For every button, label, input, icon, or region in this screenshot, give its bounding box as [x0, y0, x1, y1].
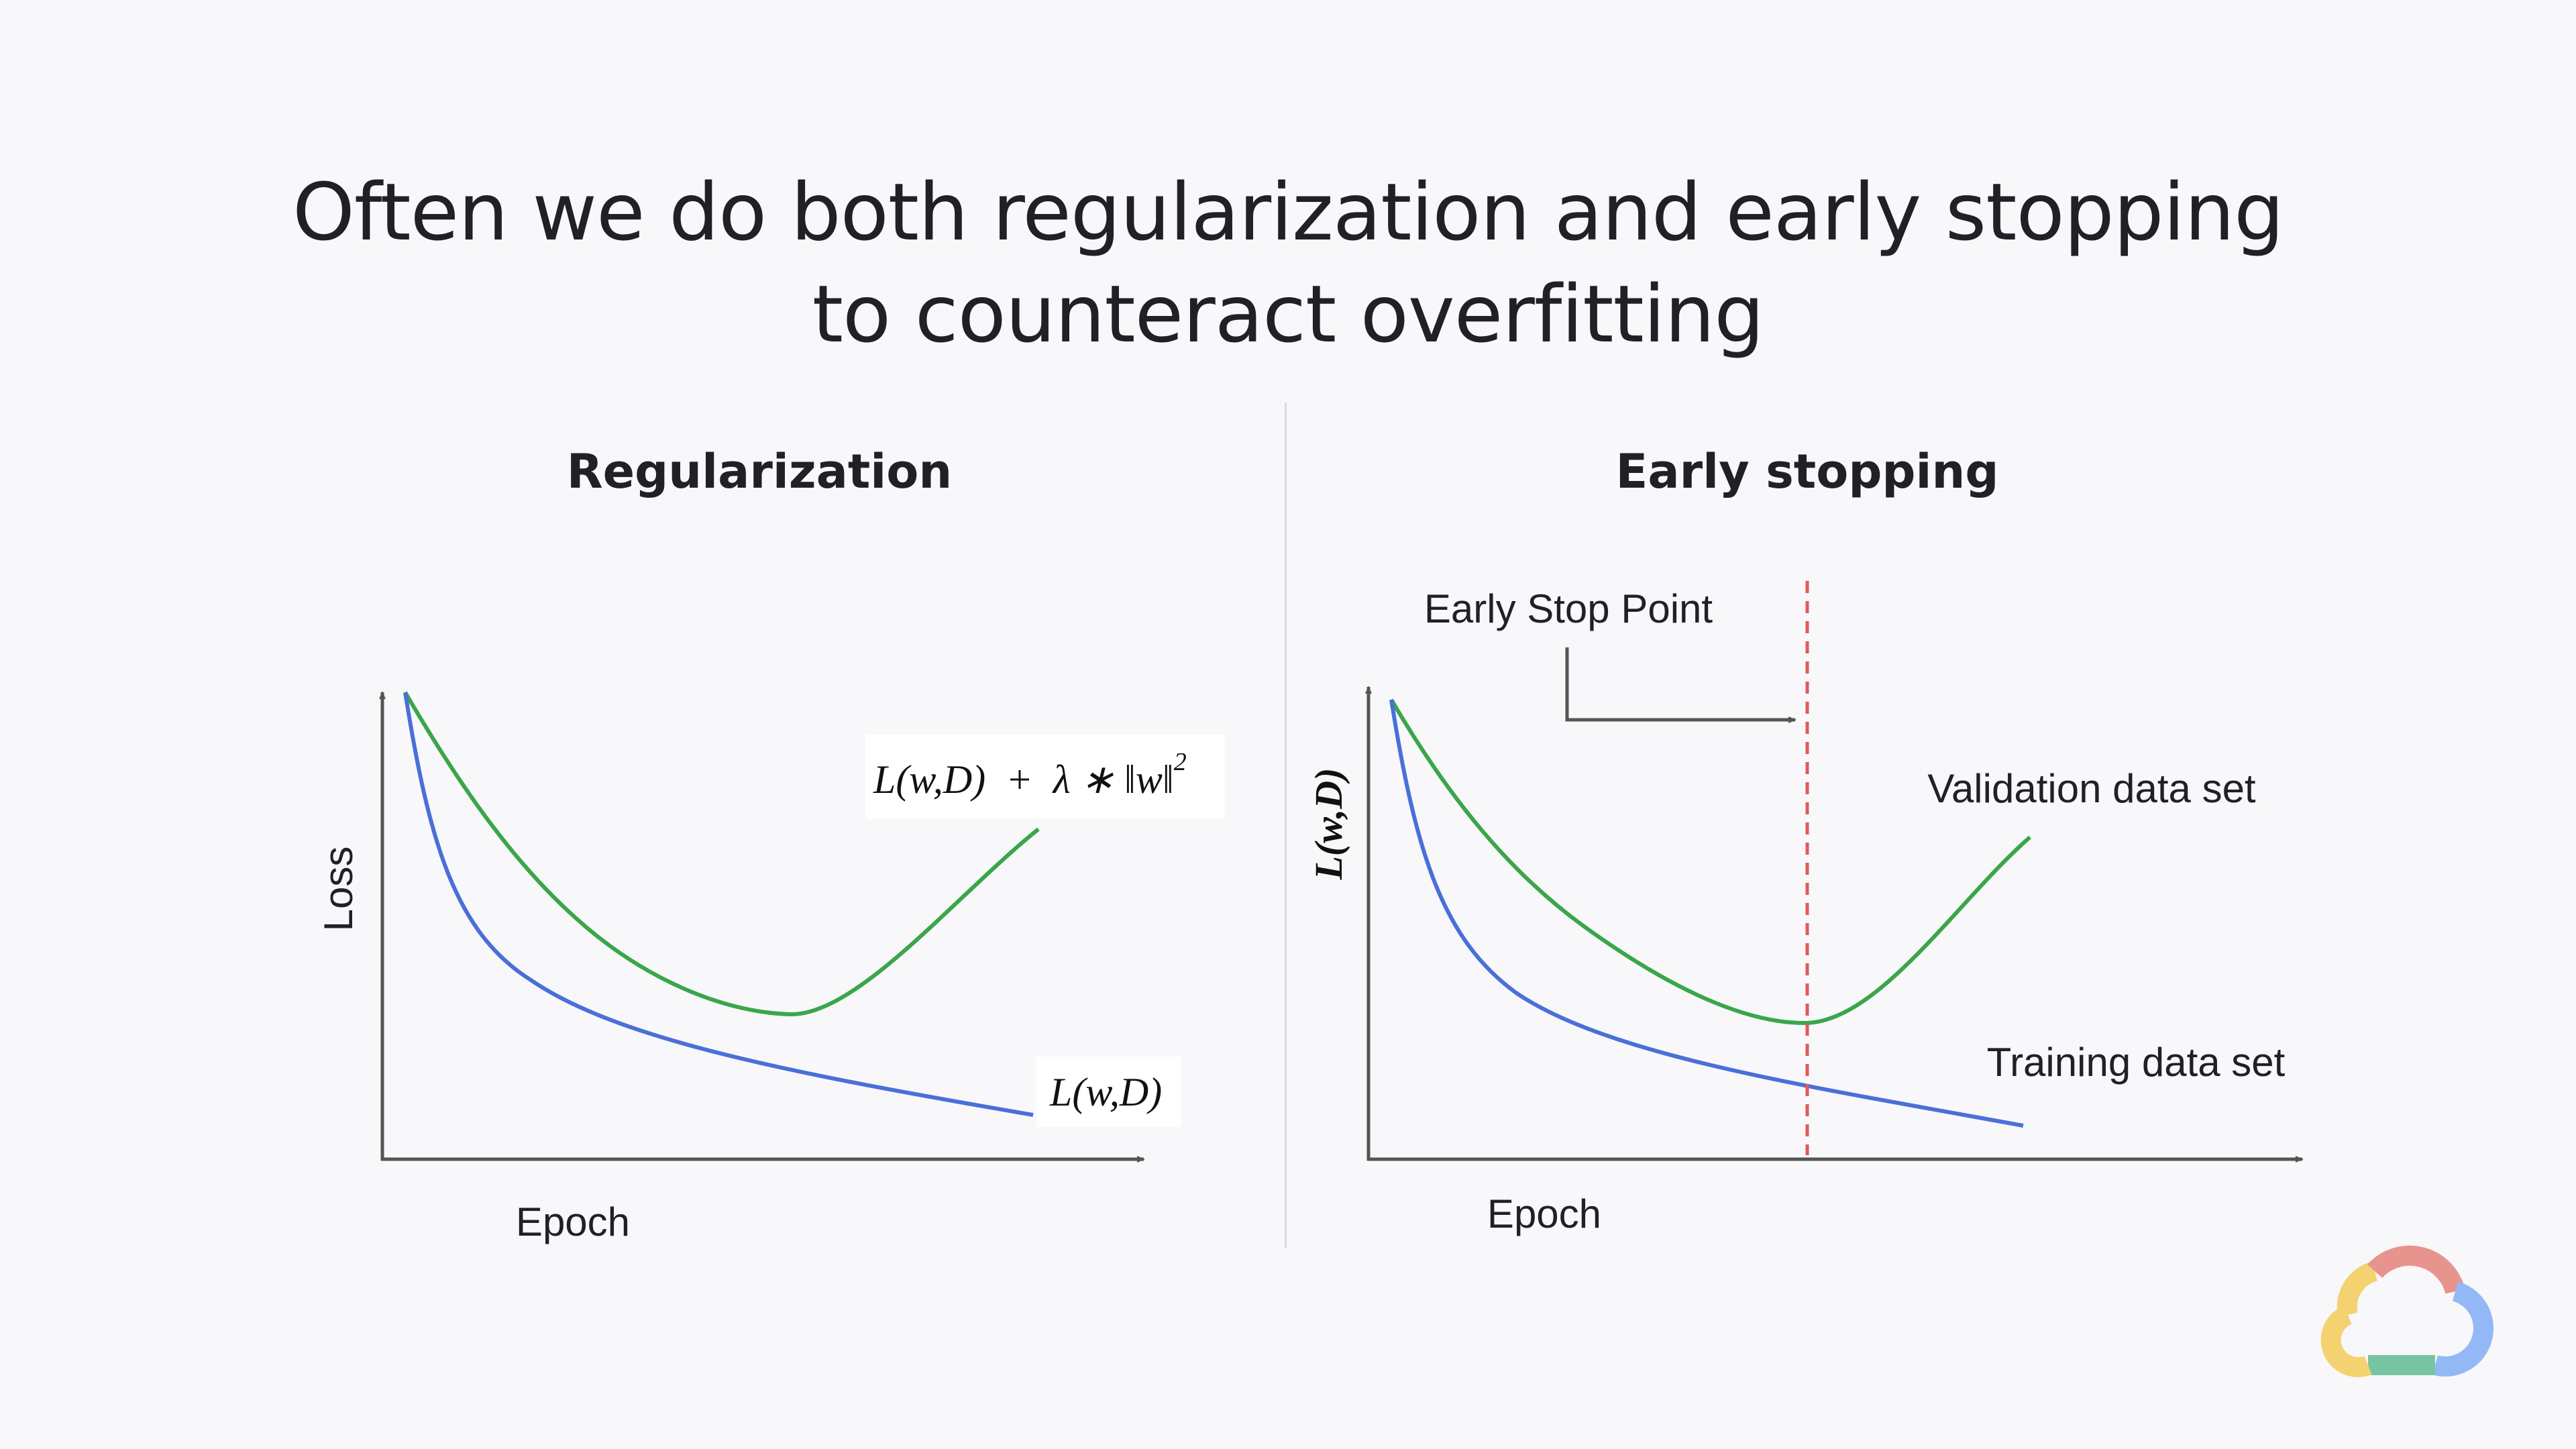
training-loss-curve — [403, 692, 1034, 1117]
slide-title-line2: to counteract overfitting — [812, 268, 1764, 360]
regularized-loss-label: L(w,D) + λ ∗ ‖w‖2 — [873, 748, 1187, 802]
regularization-plot: Loss Epoch L(w,D) + λ ∗ ‖w‖2 L(w,D) — [316, 691, 1225, 1244]
regularized-loss-label-bg — [865, 735, 1225, 819]
early-stopping-plot: L(w,D) Epoch Early Stop Point Validation… — [1307, 581, 2304, 1236]
training-loss-label-bg — [1036, 1057, 1181, 1127]
early-stop-pointer-arrow — [1565, 647, 1796, 723]
slide-title: Often we do both regularization and earl… — [0, 161, 2576, 365]
validation-curve — [1389, 698, 2031, 1026]
training-curve — [1389, 699, 2024, 1128]
early-stop-point-label: Early Stop Point — [1424, 586, 1713, 631]
left-x-axis-label: Epoch — [516, 1199, 630, 1244]
slide-title-line1: Often we do both regularization and earl… — [292, 166, 2284, 258]
training-data-set-label: Training data set — [1987, 1040, 2286, 1085]
early-stopping-heading: Early stopping — [1615, 444, 1999, 499]
panel-divider — [1285, 402, 1287, 1248]
google-cloud-logo-icon — [2320, 1245, 2493, 1377]
left-y-axis-label: Loss — [316, 847, 361, 932]
regularized-loss-curve — [403, 691, 1040, 1017]
right-y-axis-label: L(w,D) — [1307, 768, 1350, 881]
validation-data-set-label: Validation data set — [1927, 766, 2256, 811]
regularization-heading: Regularization — [566, 444, 953, 499]
training-loss-label: L(w,D) — [1049, 1070, 1162, 1114]
right-x-axis-label: Epoch — [1487, 1191, 1601, 1236]
